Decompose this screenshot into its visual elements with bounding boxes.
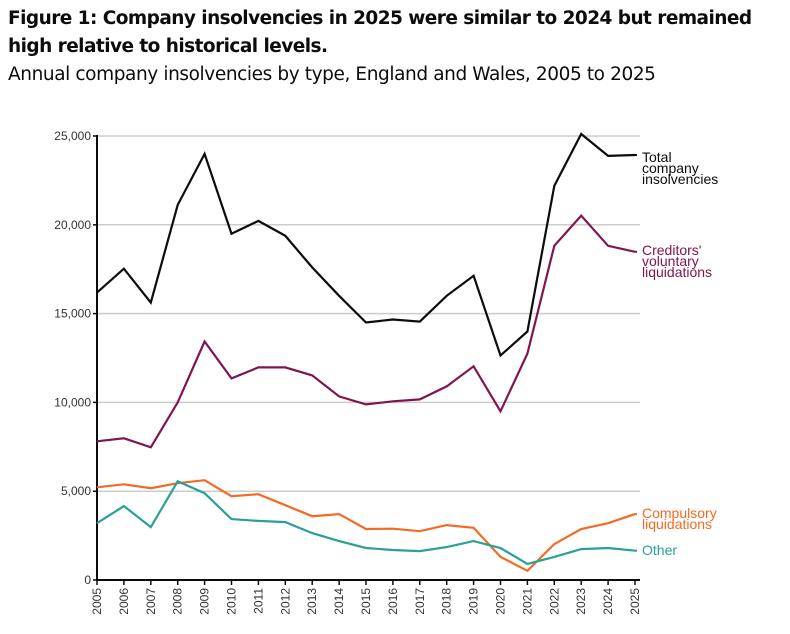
x-tick-label: 2011	[251, 588, 265, 614]
x-tick-label: 2014	[332, 588, 346, 615]
x-tick-label: 2015	[359, 588, 373, 615]
x-tick-label: 2023	[574, 588, 588, 615]
x-tick-label: 2020	[494, 588, 508, 615]
x-tick-label: 2022	[547, 588, 561, 615]
y-axis: 0 5,000 10,000 15,000 20,000 25,000	[54, 129, 98, 587]
x-tick-label: 2018	[440, 588, 454, 615]
x-tick-label: 2019	[467, 588, 481, 615]
x-axis: 2005 2006 2007 2008 2009 2010 2011 2012 2013 2014…	[90, 579, 642, 615]
series-label-line: liquidations	[642, 264, 712, 280]
y-tick-label: 20,000	[54, 218, 91, 232]
x-tick-label: 2016	[386, 588, 400, 615]
gridlines	[97, 135, 640, 492]
y-tick-label: 10,000	[54, 395, 91, 409]
x-tick-label: 2006	[117, 588, 131, 615]
series-label-line: Creditors'	[642, 242, 701, 258]
series-label-line: Total	[642, 149, 672, 165]
x-tick-label: 2007	[144, 588, 158, 615]
series-line-0	[96, 132, 636, 358]
chart-subtitle: Annual company insolvencies by type, Eng…	[8, 64, 656, 85]
x-tick-label: 2025	[628, 588, 642, 615]
series-label-3: Other	[642, 542, 677, 558]
series-label-line: insolvencies	[642, 171, 718, 187]
x-tick-label: 2009	[198, 588, 212, 615]
chart-title: Figure 1: Company insolvencies in 2025 w…	[8, 8, 752, 57]
series-label-line: Compulsory	[642, 505, 717, 521]
series-label-line: company	[642, 160, 699, 176]
series-line-3	[96, 479, 636, 566]
x-tick-label: 2021	[520, 588, 534, 615]
series-label-line: voluntary	[642, 253, 699, 269]
x-tick-label: 2013	[305, 588, 319, 615]
series-line-2	[96, 479, 636, 573]
y-tick-label: 5,000	[61, 484, 91, 498]
x-tick-label: 2010	[225, 588, 239, 615]
x-tick-label: 2005	[90, 588, 104, 615]
y-tick-label: 0	[84, 573, 91, 587]
x-tick-label: 2012	[278, 588, 292, 615]
x-tick-label: 2017	[413, 588, 427, 615]
series-label-line: liquidations	[642, 516, 712, 532]
y-tick-label: 25,000	[54, 129, 91, 143]
series-label-line: Other	[642, 542, 677, 558]
x-tick-label: 2024	[601, 588, 615, 615]
y-tick-label: 15,000	[54, 307, 91, 321]
series-lines	[96, 132, 636, 573]
x-tick-label: 2008	[171, 588, 185, 615]
series-line-1	[96, 214, 636, 449]
